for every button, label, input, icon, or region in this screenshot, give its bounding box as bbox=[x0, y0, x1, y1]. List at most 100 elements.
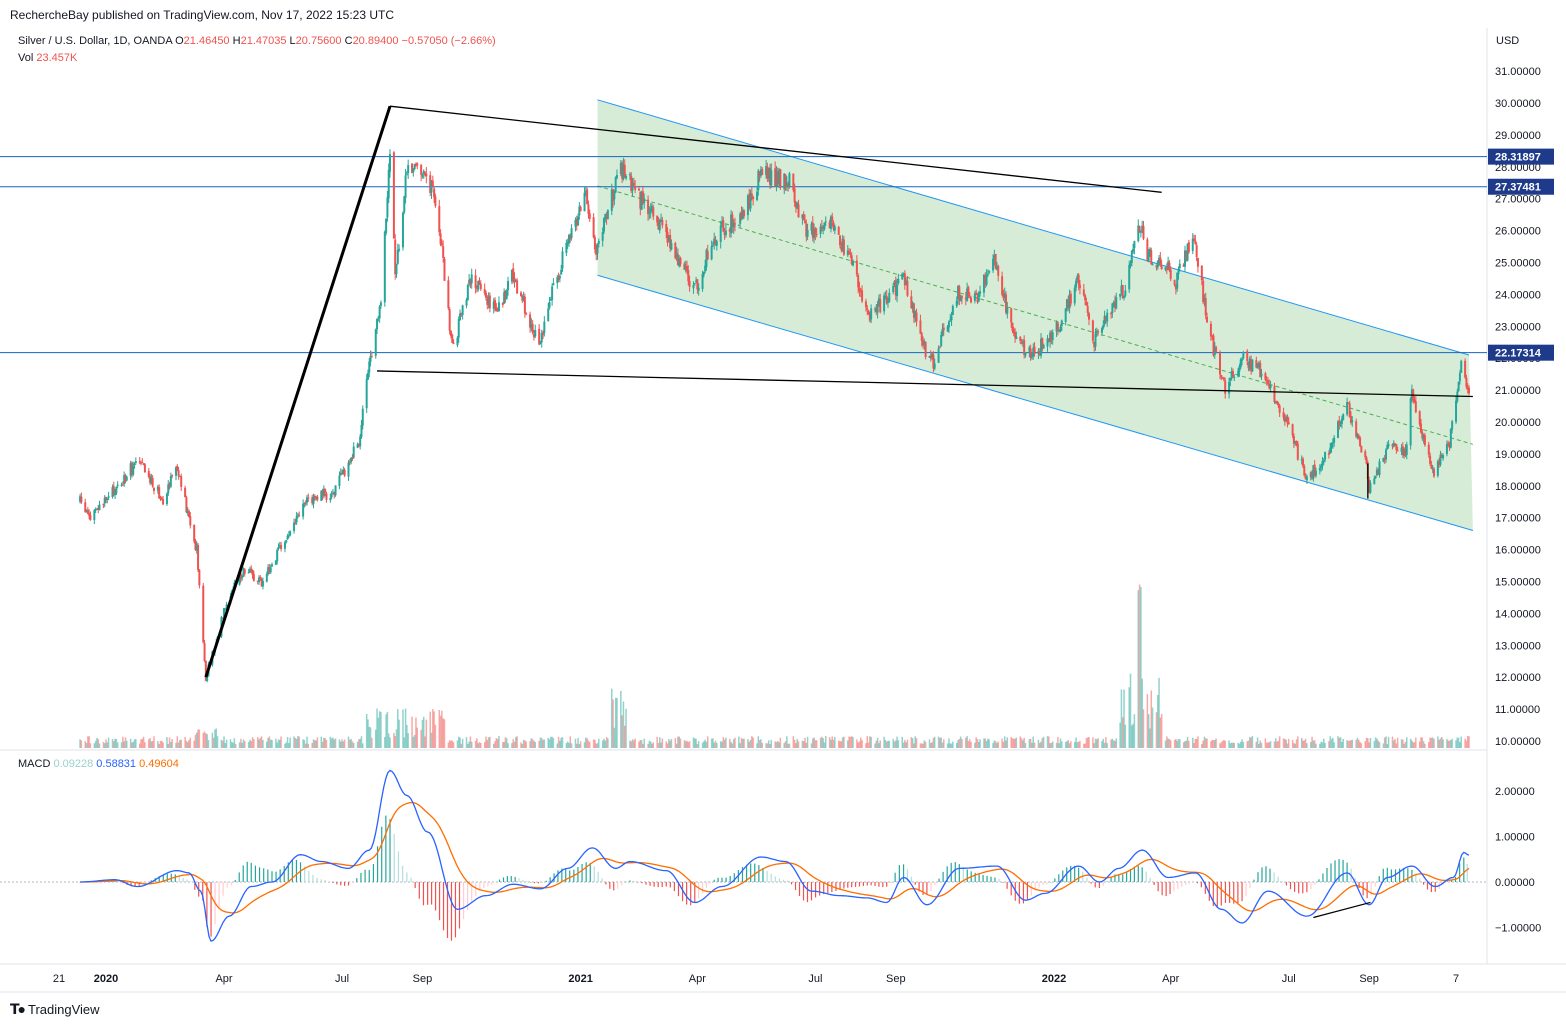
volume-bar bbox=[1350, 740, 1352, 748]
candle-body bbox=[448, 309, 451, 331]
candle-body bbox=[175, 467, 178, 476]
volume-bar bbox=[656, 736, 658, 748]
volume-bar bbox=[193, 740, 195, 748]
candle-body bbox=[478, 282, 481, 284]
candle-body bbox=[442, 246, 445, 258]
volume-bar bbox=[106, 742, 109, 748]
volume-bar bbox=[421, 719, 424, 748]
volume-bar bbox=[522, 739, 525, 748]
candle-body bbox=[1357, 435, 1360, 439]
volume-bar bbox=[1239, 741, 1242, 748]
candle-body bbox=[1384, 449, 1387, 460]
volume-bar bbox=[932, 737, 935, 748]
candle-body bbox=[1228, 381, 1231, 394]
candle-body bbox=[158, 487, 161, 499]
volume-bar bbox=[1466, 736, 1469, 748]
volume-bar bbox=[96, 737, 98, 748]
macd-hist-bar bbox=[1374, 882, 1376, 887]
candle-body bbox=[339, 472, 342, 475]
tradingview-logo[interactable]: 𝗧● TradingView bbox=[10, 1001, 100, 1018]
price-tick-label: 14.00000 bbox=[1495, 608, 1541, 620]
candle-body bbox=[831, 216, 834, 221]
volume-bar bbox=[314, 740, 316, 748]
candle-body bbox=[283, 542, 286, 549]
candle-body bbox=[1159, 257, 1162, 266]
candle-body bbox=[324, 489, 327, 493]
candle-body bbox=[788, 173, 791, 187]
macd-hist-bar bbox=[645, 882, 647, 885]
volume-bar bbox=[214, 729, 216, 748]
volume-bar bbox=[623, 725, 626, 748]
volume-bar bbox=[566, 741, 569, 748]
macd-hist-bar bbox=[1141, 867, 1143, 882]
candle-body bbox=[1203, 299, 1206, 302]
volume-bar bbox=[970, 741, 972, 748]
volume-bar bbox=[843, 736, 845, 748]
volume-bar bbox=[1031, 742, 1033, 748]
candle-body bbox=[1121, 285, 1124, 299]
candle-body bbox=[159, 497, 162, 499]
volume-bar bbox=[1176, 740, 1178, 748]
candle-body bbox=[1348, 403, 1351, 418]
volume-bar bbox=[1249, 737, 1251, 748]
volume-bar bbox=[1394, 739, 1396, 748]
volume-bar bbox=[113, 741, 115, 748]
volume-bar bbox=[450, 740, 452, 748]
candle-body bbox=[561, 251, 564, 269]
macd-hist-bar bbox=[585, 862, 587, 882]
volume-bar bbox=[660, 742, 662, 748]
candle-body bbox=[287, 535, 290, 537]
candle-body bbox=[523, 296, 526, 314]
volume-bar bbox=[94, 740, 97, 748]
volume-bar bbox=[465, 737, 468, 748]
candle-body bbox=[894, 280, 897, 296]
candle-body bbox=[519, 292, 522, 297]
volume-bar bbox=[734, 737, 736, 748]
macd-hist-bar bbox=[422, 882, 425, 906]
date-tick-label: Sep bbox=[1359, 973, 1379, 985]
volume-bar bbox=[266, 741, 268, 748]
volume-bar bbox=[1201, 743, 1203, 748]
candle-body bbox=[593, 237, 596, 250]
macd-hist-bar bbox=[819, 882, 821, 896]
candle-body bbox=[923, 341, 926, 345]
candle-body bbox=[1213, 347, 1216, 356]
macd-hist-bar bbox=[657, 882, 659, 888]
candle-body bbox=[632, 182, 635, 186]
volume-bar bbox=[952, 741, 954, 748]
macd-hist-bar bbox=[549, 877, 551, 882]
macd-hist-bar bbox=[134, 882, 136, 887]
volume-bar bbox=[534, 741, 537, 748]
candle-body bbox=[221, 617, 224, 619]
candle-body bbox=[619, 162, 622, 174]
candle-body bbox=[778, 170, 781, 185]
candle-body bbox=[1301, 458, 1304, 466]
candle-body bbox=[995, 267, 998, 270]
volume-bar bbox=[1346, 740, 1348, 748]
volume-bar bbox=[188, 740, 190, 748]
candle-body bbox=[901, 273, 904, 280]
volume-bar bbox=[729, 738, 731, 748]
macd-hist-bar bbox=[427, 882, 429, 905]
candle-body bbox=[669, 234, 672, 249]
candle-body bbox=[697, 287, 700, 291]
volume-bar bbox=[802, 741, 805, 748]
candle-body bbox=[270, 564, 273, 567]
candle-body bbox=[1014, 332, 1017, 338]
volume-bar bbox=[386, 711, 389, 748]
volume-bar bbox=[242, 739, 245, 748]
candle-body bbox=[405, 173, 408, 175]
candle-body bbox=[1139, 231, 1142, 233]
volume-bar bbox=[1303, 740, 1306, 748]
volume-bar bbox=[125, 740, 128, 748]
volume-bar bbox=[293, 736, 295, 748]
macd-hist-bar bbox=[633, 881, 635, 882]
candle-body bbox=[1347, 402, 1350, 404]
macd-hist-bar bbox=[347, 882, 350, 886]
candle-body bbox=[206, 676, 209, 681]
volume-bar bbox=[347, 736, 350, 748]
candle-body bbox=[884, 296, 887, 298]
candle-body bbox=[1342, 414, 1345, 420]
candle-body bbox=[775, 171, 778, 188]
